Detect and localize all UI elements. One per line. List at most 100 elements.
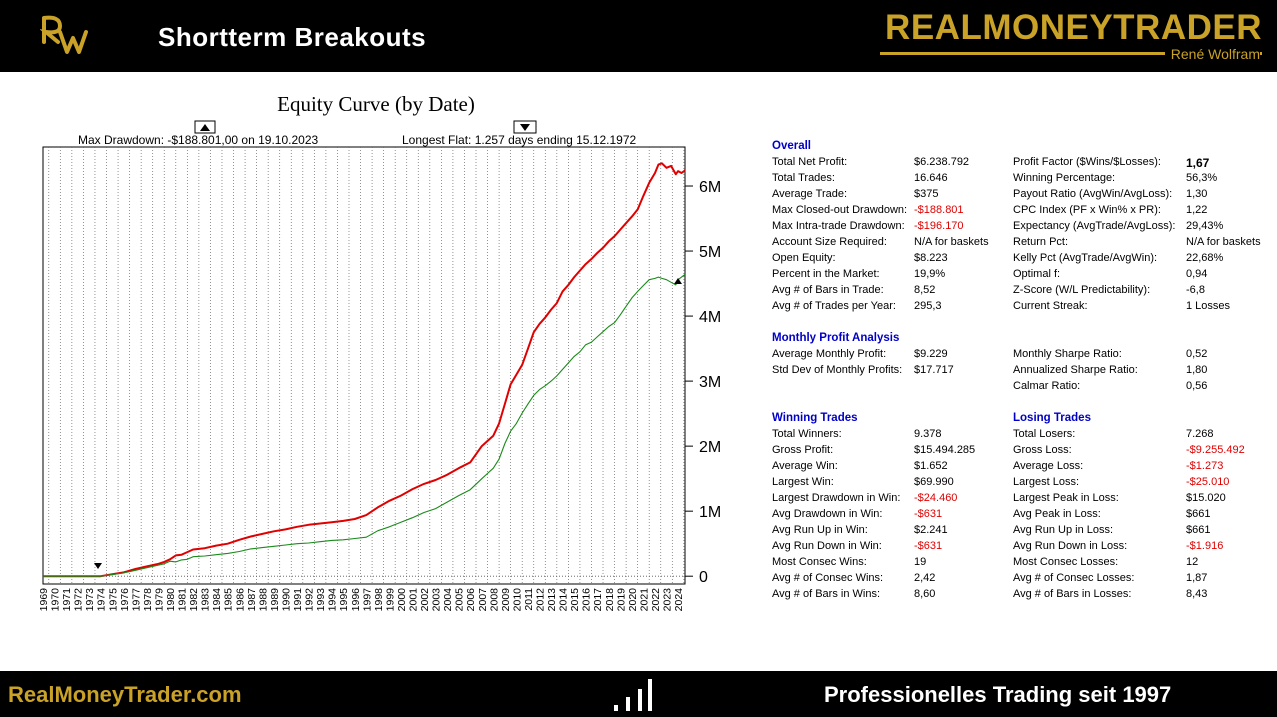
x-tick-label: 2017 [592,588,604,612]
x-tick-label: 2011 [523,588,535,611]
chart-title: Equity Curve (by Date) [277,92,475,116]
x-tick-label: 1970 [50,588,62,612]
x-tick-label: 1993 [315,588,327,612]
stat-label: Payout Ratio (AvgWin/AvgLoss): [1013,188,1173,200]
stat-label: Annualized Sharpe Ratio: [1013,364,1138,376]
stat-label: Avg # of Consec Losses: [1013,572,1135,584]
stat-value: -$9.255.492 [1186,444,1245,456]
stat-value: $9.229 [914,348,948,360]
stat-label: Total Losers: [1013,428,1076,440]
brand-underline [880,52,1262,55]
stat-label: Gross Loss: [1013,444,1072,456]
section-heading: Winning Trades [772,412,858,424]
x-tick-label: 2010 [511,588,523,612]
x-tick-label: 1987 [246,588,258,612]
stat-value: 22,68% [1186,252,1224,264]
stat-value: 295,3 [914,300,942,312]
footer-url[interactable]: RealMoneyTrader.com [8,682,242,707]
down-triangle-icon [520,124,530,131]
stat-value: -$1.916 [1186,540,1224,552]
x-tick-label: 2003 [431,588,443,612]
stat-label: Calmar Ratio: [1013,380,1081,392]
stat-value: -$196.170 [914,220,964,232]
stat-label: Optimal f: [1013,268,1061,280]
x-tick-label: 2006 [465,588,477,612]
x-tick-label: 2023 [662,588,674,612]
x-tick-label: 2005 [454,588,466,612]
x-tick-label: 1978 [142,588,154,612]
stat-value: 1,30 [1186,188,1208,200]
stat-label: Largest Drawdown in Win: [772,492,901,504]
brand-logo: REALMONEYTRADER René Wolfram [876,8,1268,64]
stat-value: 8,60 [914,588,936,600]
stat-value: $1.652 [914,460,948,472]
x-tick-label: 1988 [257,588,269,612]
stat-row: Largest Win: $69.990 Largest Loss: -$25.010 [772,476,1272,492]
stat-value: $661 [1186,508,1211,520]
stat-value: 1,80 [1186,364,1208,376]
stat-value: 7.268 [1186,428,1214,440]
stat-label: Largest Loss: [1013,476,1080,488]
x-tick-label: 1972 [73,588,85,612]
stat-value: 1,67 [1186,156,1210,170]
stat-label: Avg # of Consec Wins: [772,572,884,584]
stat-value: $661 [1186,524,1211,536]
stat-label: Avg # of Bars in Trade: [772,284,884,296]
rw-monogram-logo [40,15,88,54]
stat-label: Average Trade: [772,188,848,200]
stat-label: Return Pct: [1013,236,1069,248]
y-tick-label: 2M [699,439,721,456]
stat-value: 19 [914,556,927,568]
stat-row: Avg Run Down in Win: -$631 Avg Run Down in… [772,540,1272,556]
x-tick-label: 1980 [165,588,177,612]
y-tick-label: 4M [699,309,721,326]
x-tick-label: 1975 [107,588,119,612]
stat-value: $17.717 [914,364,954,376]
stat-value: -6,8 [1186,284,1205,296]
stat-value: $375 [914,188,939,200]
y-tick-label: 0 [699,569,708,586]
stat-row: Open Equity: $8.223 Kelly Pct (AvgTrade/Av… [772,252,1272,268]
section-heading: Losing Trades [1013,412,1091,424]
performance-report: Overall Total Net Profit: $6.238.792 Profit… [772,140,1272,610]
stat-label: Most Consec Losses: [1013,556,1119,568]
stat-row: Avg Run Up in Win: $2.241 Avg Run Up in Lo… [772,524,1272,540]
x-tick-label: 2014 [558,588,570,612]
stat-label: Largest Win: [772,476,834,488]
stat-value: 29,43% [1186,220,1224,232]
stat-label: Avg # of Bars in Wins: [772,588,881,600]
stat-label: Average Monthly Profit: [772,348,887,360]
footer-bar: RealMoneyTrader.com Professionelles Trad… [0,671,1277,717]
stat-label: Expectancy (AvgTrade/AvgLoss): [1013,220,1176,232]
section-heading-trades: Winning Trades Losing Trades [772,412,1272,428]
stat-label: Account Size Required: [772,236,887,248]
stat-label: Total Net Profit: [772,156,848,168]
stat-label: Profit Factor ($Wins/$Losses): [1013,156,1161,168]
x-tick-label: 2013 [546,588,558,612]
stat-row: Max Intra-trade Drawdown: -$196.170 Expect… [772,220,1272,236]
x-tick-label: 1981 [177,588,189,612]
stat-label: Current Streak: [1013,300,1088,312]
stat-row: Total Net Profit: $6.238.792 Profit Factor… [772,156,1272,172]
stat-row: Avg # of Trades per Year: 295,3 Current St… [772,300,1272,316]
stat-label: Percent in the Market: [772,268,880,280]
stat-label: Avg Run Up in Loss: [1013,524,1114,536]
bar-chart-icon [614,679,652,711]
stat-label: Max Closed-out Drawdown: [772,204,908,216]
section-heading: Overall [772,140,811,152]
stat-value: 1,22 [1186,204,1208,216]
stat-row: Average Win: $1.652 Average Loss: -$1.273 [772,460,1272,476]
x-tick-label: 1989 [269,588,281,612]
stat-label: Most Consec Wins: [772,556,867,568]
brand-subtitle: René Wolfram [1164,46,1260,62]
x-tick-label: 1991 [292,588,304,612]
stat-label: Max Intra-trade Drawdown: [772,220,905,232]
stat-row: Avg # of Bars in Wins: 8,60 Avg # of Bars … [772,588,1272,604]
stat-value: 16.646 [914,172,948,184]
x-tick-label: 2015 [569,588,581,612]
stat-value: 9.378 [914,428,942,440]
stat-value: $6.238.792 [914,156,970,168]
stat-row: Calmar Ratio: 0,56 [772,380,1272,396]
stat-value: 19,9% [914,268,946,280]
x-tick-label: 2008 [488,588,500,612]
